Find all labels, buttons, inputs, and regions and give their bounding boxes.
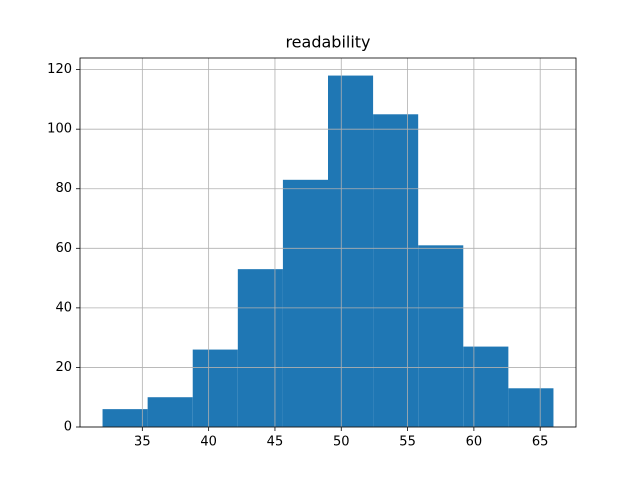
- bar: [418, 245, 464, 427]
- bar: [373, 114, 419, 427]
- x-tick-label: 35: [134, 435, 151, 450]
- x-tick-label: 45: [267, 435, 284, 450]
- y-tick-label: 100: [47, 122, 72, 137]
- x-tick-label: 60: [466, 435, 483, 450]
- x-tick-label: 55: [399, 435, 416, 450]
- bar: [192, 349, 238, 427]
- bar: [463, 346, 509, 427]
- plot-frame: [79, 57, 577, 428]
- x-tick-label: 65: [532, 435, 549, 450]
- bar: [147, 397, 193, 427]
- y-tick-label: 60: [55, 241, 72, 256]
- bar: [102, 409, 148, 427]
- y-tick-label: 80: [55, 181, 72, 196]
- bar: [328, 75, 374, 428]
- y-tick-label: 0: [64, 420, 72, 435]
- x-tick-label: 40: [200, 435, 217, 450]
- y-tick-label: 40: [55, 300, 72, 315]
- y-tick-label: 120: [47, 62, 72, 77]
- chart-title: readability: [285, 33, 370, 52]
- y-tick-label: 20: [55, 360, 72, 375]
- bar: [237, 269, 283, 427]
- x-tick-label: 50: [333, 435, 350, 450]
- bar: [282, 179, 328, 427]
- bar: [508, 388, 554, 427]
